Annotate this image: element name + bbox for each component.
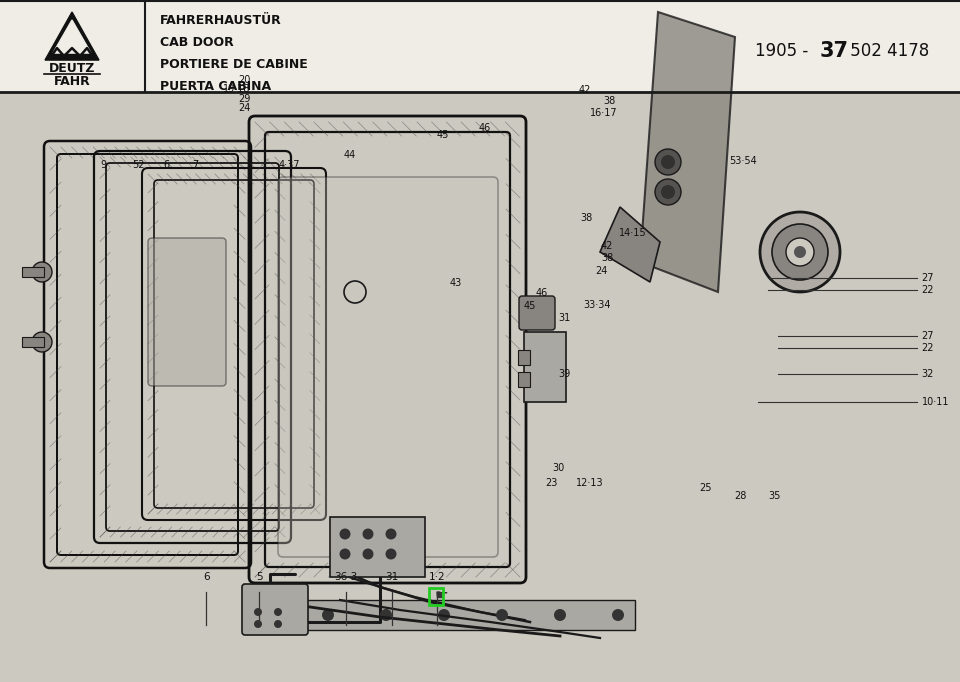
Circle shape — [32, 332, 52, 352]
Circle shape — [655, 179, 681, 205]
Circle shape — [760, 212, 840, 292]
Text: 6: 6 — [163, 160, 169, 170]
Circle shape — [274, 608, 282, 616]
Text: PUERTA CABINA: PUERTA CABINA — [160, 80, 271, 93]
Text: 42: 42 — [601, 241, 613, 250]
Text: 43: 43 — [449, 278, 462, 288]
Text: 502 4178: 502 4178 — [845, 42, 929, 59]
Text: 27: 27 — [922, 331, 934, 340]
Text: 14·15: 14·15 — [619, 228, 647, 238]
Bar — [0, 0, 960, 92]
Circle shape — [264, 609, 276, 621]
Text: 5: 5 — [256, 572, 262, 582]
Text: 45: 45 — [437, 130, 449, 140]
Text: 9: 9 — [101, 160, 107, 170]
Text: 32: 32 — [922, 369, 934, 379]
Text: 33·34: 33·34 — [584, 300, 612, 310]
Text: 20: 20 — [238, 75, 251, 85]
Circle shape — [786, 238, 814, 266]
Text: 1·2: 1·2 — [428, 572, 445, 582]
Polygon shape — [45, 12, 99, 60]
FancyBboxPatch shape — [242, 584, 308, 635]
Text: 38: 38 — [601, 253, 613, 263]
FancyBboxPatch shape — [148, 238, 226, 386]
Circle shape — [794, 246, 806, 258]
Circle shape — [322, 609, 334, 621]
Text: 31: 31 — [559, 313, 571, 323]
Text: CAB DOOR: CAB DOOR — [160, 36, 233, 49]
Circle shape — [340, 529, 350, 539]
Text: 10·11: 10·11 — [922, 398, 949, 407]
Text: 45: 45 — [523, 301, 536, 310]
Text: 39: 39 — [559, 369, 571, 379]
Bar — [429, 588, 443, 605]
Circle shape — [32, 262, 52, 282]
Text: 38: 38 — [603, 96, 615, 106]
Text: 24: 24 — [595, 267, 608, 276]
Bar — [255, 600, 635, 630]
Text: 22: 22 — [922, 285, 934, 295]
Circle shape — [438, 609, 450, 621]
Text: 16·17: 16·17 — [590, 108, 618, 117]
Text: FAHRERHAUSTÜR: FAHRERHAUSTÜR — [160, 14, 281, 27]
Polygon shape — [53, 20, 91, 53]
Circle shape — [554, 609, 566, 621]
Text: ☛: ☛ — [435, 588, 448, 603]
Text: 6: 6 — [204, 572, 209, 582]
Text: 44: 44 — [344, 151, 356, 160]
Text: 23: 23 — [545, 478, 558, 488]
Circle shape — [655, 149, 681, 175]
Text: 30: 30 — [552, 463, 564, 473]
Text: 19·18: 19·18 — [223, 84, 251, 93]
Text: 24: 24 — [238, 103, 251, 113]
Bar — [22, 267, 44, 277]
Text: 35: 35 — [768, 492, 780, 501]
Text: 38: 38 — [581, 213, 593, 223]
Circle shape — [340, 548, 350, 559]
Text: 46: 46 — [478, 123, 491, 133]
Text: 28: 28 — [734, 492, 747, 501]
Circle shape — [380, 609, 392, 621]
Polygon shape — [600, 207, 660, 282]
Text: 42: 42 — [579, 85, 591, 95]
Circle shape — [612, 609, 624, 621]
Text: 36·3: 36·3 — [334, 572, 357, 582]
Circle shape — [363, 529, 373, 539]
Bar — [0, 92, 960, 682]
FancyBboxPatch shape — [278, 177, 498, 557]
Circle shape — [254, 608, 262, 616]
Text: 1905 -: 1905 - — [755, 42, 808, 59]
Text: 53·54: 53·54 — [730, 156, 757, 166]
Text: 29: 29 — [238, 94, 251, 104]
Circle shape — [661, 155, 675, 169]
Bar — [22, 337, 44, 347]
Text: 46: 46 — [536, 288, 548, 298]
Bar — [330, 517, 425, 577]
Circle shape — [254, 620, 262, 628]
Bar — [518, 372, 530, 387]
Bar — [524, 332, 566, 402]
Polygon shape — [640, 12, 735, 292]
Text: DEUTZ: DEUTZ — [49, 62, 95, 75]
Text: FAHR: FAHR — [54, 75, 90, 88]
Text: 7: 7 — [192, 160, 199, 170]
Circle shape — [274, 620, 282, 628]
Text: 4·37: 4·37 — [278, 160, 300, 170]
Text: 12·13: 12·13 — [576, 478, 604, 488]
Circle shape — [363, 548, 373, 559]
Text: 37: 37 — [820, 41, 849, 61]
Text: 25: 25 — [699, 483, 711, 492]
Text: 52: 52 — [132, 160, 145, 170]
FancyBboxPatch shape — [519, 296, 555, 330]
Text: 31: 31 — [385, 572, 398, 582]
Text: 27: 27 — [922, 273, 934, 283]
Circle shape — [386, 548, 396, 559]
Circle shape — [386, 529, 396, 539]
Text: 22: 22 — [922, 343, 934, 353]
Circle shape — [496, 609, 508, 621]
Text: PORTIERE DE CABINE: PORTIERE DE CABINE — [160, 58, 308, 71]
Circle shape — [661, 185, 675, 199]
Bar — [518, 350, 530, 365]
Circle shape — [772, 224, 828, 280]
